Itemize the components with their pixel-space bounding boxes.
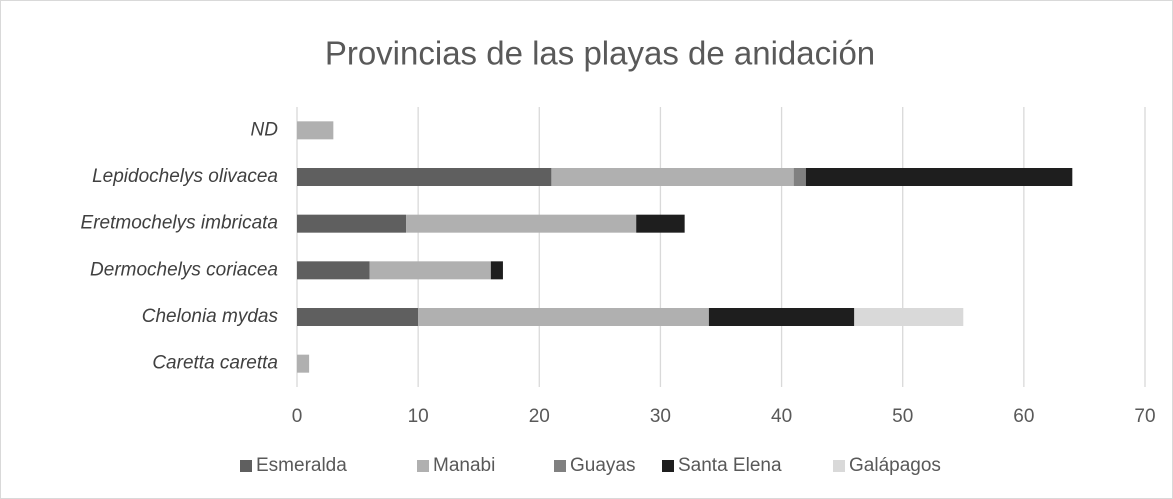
bar-segment <box>418 308 709 326</box>
bar-segment <box>490 261 503 280</box>
bar-segment <box>854 308 964 326</box>
legend-swatch <box>417 460 429 472</box>
legend-swatch <box>833 460 845 472</box>
x-tick-label: 10 <box>408 406 429 427</box>
legend-label: Manabi <box>433 455 495 476</box>
bar-segment <box>793 168 806 186</box>
bar-segment <box>297 168 552 186</box>
legend-swatch <box>240 460 252 472</box>
bar-segment <box>805 168 1073 186</box>
y-tick-label: ND <box>251 119 279 140</box>
y-tick-label: Chelonia mydas <box>142 306 279 327</box>
x-tick-label: 30 <box>650 406 671 427</box>
x-tick-label: 50 <box>892 406 913 427</box>
legend-swatch <box>662 460 674 472</box>
legend-label: Guayas <box>570 455 635 476</box>
y-tick-label: Lepidochelys olivacea <box>92 166 278 187</box>
bar-segment <box>297 214 407 233</box>
x-tick-label: 20 <box>529 406 550 427</box>
y-tick-label: Caretta caretta <box>152 353 278 374</box>
bar-segment <box>636 214 685 233</box>
bar-segment <box>297 261 370 280</box>
x-tick-label: 70 <box>1134 406 1155 427</box>
x-tick-label: 60 <box>1013 406 1034 427</box>
bar-segment <box>406 214 637 233</box>
y-tick-label: Eretmochelys imbricata <box>81 213 278 234</box>
chart-title: Provincias de las playas de anidación <box>325 35 875 72</box>
bar-segment <box>708 308 855 326</box>
bar-segment <box>297 308 419 326</box>
x-tick-label: 0 <box>292 406 303 427</box>
x-tick-label: 40 <box>771 406 792 427</box>
bar-segment <box>297 354 310 373</box>
bar-segment <box>297 121 334 140</box>
y-tick-label: Dermochelys coriacea <box>90 259 278 280</box>
bar-segment <box>551 168 794 186</box>
legend-label: Esmeralda <box>256 455 347 476</box>
legend-label: Santa Elena <box>678 455 782 476</box>
legend-swatch <box>554 460 566 472</box>
legend-label: Galápagos <box>849 455 941 476</box>
bar-segment <box>369 261 491 280</box>
